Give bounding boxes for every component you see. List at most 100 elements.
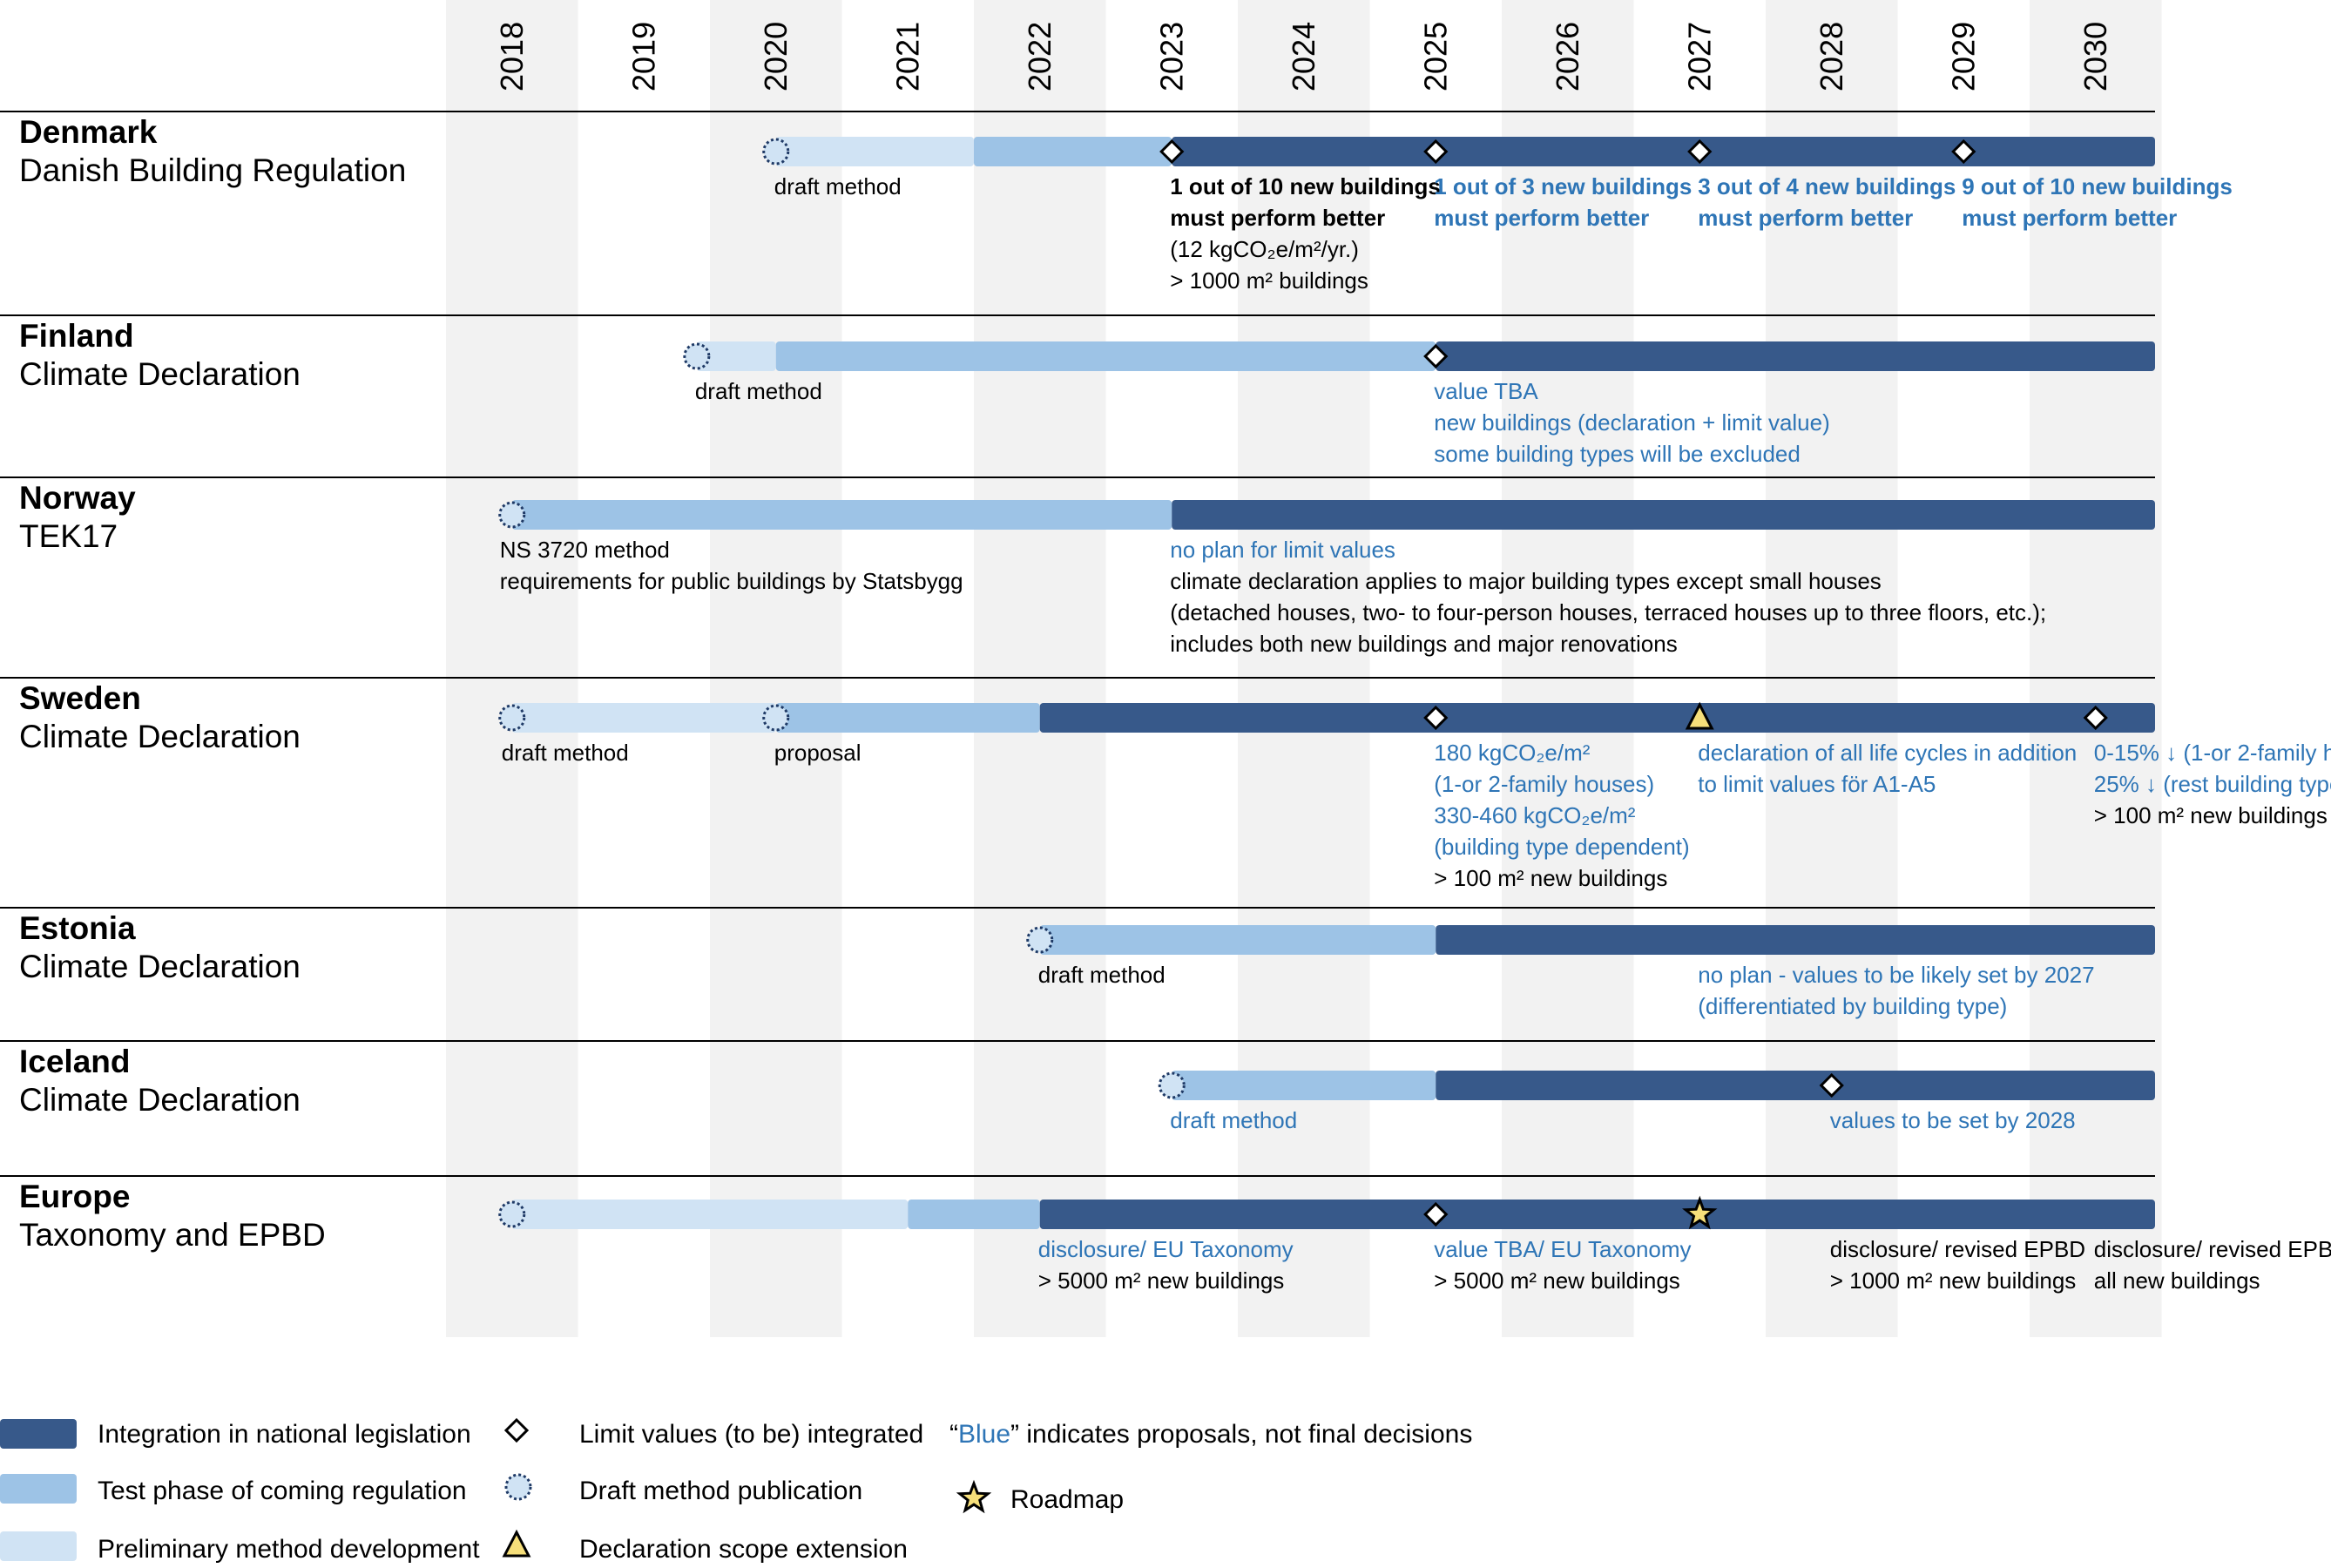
year-label: 2021 bbox=[889, 22, 925, 91]
annotation-line: to limit values för A1-A5 bbox=[1698, 771, 1936, 797]
annotation-line: 180 kgCO₂e/m² bbox=[1434, 740, 1590, 766]
limit-value-diamond-icon bbox=[1951, 139, 1976, 165]
regulation-name: Climate Declaration bbox=[19, 949, 301, 984]
annotation-line: 3 out of 4 new buildings bbox=[1698, 173, 1956, 199]
regulation-name: Climate Declaration bbox=[19, 719, 301, 754]
integration-phase-bar bbox=[1039, 1200, 2155, 1229]
year-label: 2023 bbox=[1153, 22, 1189, 91]
year-label: 2019 bbox=[625, 22, 661, 91]
annotation-line: 1 out of 3 new buildings bbox=[1434, 173, 1692, 199]
draft-method-circle-icon bbox=[498, 501, 526, 529]
country-name: Sweden bbox=[19, 680, 141, 716]
annotation-line: draft method bbox=[502, 740, 629, 766]
country-name: Iceland bbox=[19, 1044, 131, 1079]
annotation-line: value TBA bbox=[1434, 378, 1538, 404]
year-stripe bbox=[1766, 0, 1898, 1337]
annotation-line: 1 out of 10 new buildings bbox=[1170, 173, 1441, 199]
annotation-line: 9 out of 10 new buildings bbox=[1962, 173, 2233, 199]
limit-value-diamond-icon bbox=[503, 1417, 530, 1443]
annotation-line: new buildings (declaration + limit value… bbox=[1434, 409, 1830, 436]
limit-value-diamond-icon bbox=[2083, 705, 2108, 731]
year-label: 2025 bbox=[1417, 22, 1453, 91]
annotation-line: 330-460 kgCO₂e/m² bbox=[1434, 802, 1636, 828]
annotation-line: proposal bbox=[774, 740, 861, 766]
annotation-line: must perform better bbox=[1170, 205, 1385, 231]
limit-value-diamond-icon bbox=[1423, 1201, 1449, 1227]
test-phase-bar bbox=[775, 341, 1436, 371]
legend-blue-open: “ bbox=[949, 1420, 958, 1449]
scope-extension-triangle-icon bbox=[1685, 701, 1714, 730]
test-phase-bar bbox=[974, 137, 1172, 166]
legend-integration-swatch bbox=[0, 1419, 77, 1449]
annotation-line: requirements for public buildings by Sta… bbox=[500, 568, 963, 594]
annotation-line: draft method bbox=[774, 173, 902, 199]
legend-draft-label: Draft method publication bbox=[579, 1477, 862, 1505]
annotation-line: no plan for limit values bbox=[1170, 537, 1395, 563]
year-label: 2020 bbox=[758, 22, 794, 91]
annotation-line: includes both new buildings and major re… bbox=[1170, 631, 1677, 657]
limit-value-diamond-icon bbox=[1819, 1072, 1844, 1098]
annotation-line: > 1000 m² buildings bbox=[1170, 267, 1368, 294]
legend-test-swatch bbox=[0, 1474, 77, 1504]
legend-integration-label: Integration in national legislation bbox=[98, 1420, 471, 1449]
draft-method-circle-icon bbox=[1158, 1071, 1186, 1099]
limit-value-diamond-icon bbox=[1159, 139, 1185, 165]
country-name: Europe bbox=[19, 1179, 130, 1214]
test-phase-bar bbox=[1172, 1071, 1436, 1100]
integration-phase-bar bbox=[1172, 137, 2155, 166]
country-name: Finland bbox=[19, 318, 134, 354]
annotation-line: all new buildings bbox=[2094, 1267, 2260, 1294]
year-label: 2018 bbox=[494, 22, 530, 91]
annotation-line: values to be set by 2028 bbox=[1830, 1107, 2076, 1133]
draft-method-circle-icon bbox=[762, 138, 790, 166]
year-stripe bbox=[2030, 0, 2162, 1337]
annotation-line: climate declaration applies to major bui… bbox=[1170, 568, 1882, 594]
regulation-name: Climate Declaration bbox=[19, 356, 301, 392]
year-label: 2028 bbox=[1814, 22, 1849, 91]
roadmap-star-icon bbox=[956, 1479, 992, 1514]
legend: Integration in national legislation Test … bbox=[0, 1417, 1472, 1564]
annotation-line: draft method bbox=[695, 378, 822, 404]
test-phase-bar bbox=[1039, 925, 1436, 955]
annotation-line: no plan - values to be likely set by 202… bbox=[1698, 962, 2094, 988]
limit-value-diamond-icon bbox=[1687, 139, 1713, 165]
year-label: 2029 bbox=[1945, 22, 1981, 91]
annotation-line: 25% ↓ (rest building types) bbox=[2094, 771, 2331, 797]
annotation-line: disclosure/ revised EPBD bbox=[1830, 1236, 2085, 1262]
annotation-line: > 5000 m² new buildings bbox=[1434, 1267, 1680, 1294]
draft-method-circle-icon bbox=[498, 704, 526, 732]
annotation-line: (differentiated by building type) bbox=[1698, 993, 2007, 1019]
integration-phase-bar bbox=[1436, 925, 2155, 955]
annotation-line: must perform better bbox=[1434, 205, 1649, 231]
year-stripe bbox=[1238, 0, 1370, 1337]
year-stripe bbox=[1502, 0, 1634, 1337]
integration-phase-bar bbox=[1172, 500, 2155, 530]
integration-phase-bar bbox=[1436, 341, 2155, 371]
annotation-line: draft method bbox=[1038, 962, 1166, 988]
year-label: 2030 bbox=[2078, 22, 2113, 91]
annotation-line: 0-15% ↓ (1-or 2-family houses) bbox=[2094, 740, 2331, 766]
country-name: Denmark bbox=[19, 114, 158, 150]
annotation-line: draft method bbox=[1170, 1107, 1297, 1133]
limit-value-diamond-icon bbox=[1423, 343, 1449, 369]
annotation-line: > 100 m² new buildings bbox=[2094, 802, 2328, 828]
legend-test-label: Test phase of coming regulation bbox=[98, 1477, 467, 1505]
legend-limit-label: Limit values (to be) integrated bbox=[579, 1420, 923, 1449]
preliminary-phase-bar bbox=[511, 703, 776, 733]
year-stripe bbox=[974, 0, 1106, 1337]
test-phase-bar bbox=[775, 703, 1040, 733]
annotation-line: (1-or 2-family houses) bbox=[1434, 771, 1654, 797]
preliminary-phase-bar bbox=[775, 137, 974, 166]
year-label: 2022 bbox=[1022, 22, 1057, 91]
annotation-line: some building types will be excluded bbox=[1434, 441, 1801, 467]
regulation-name: Taxonomy and EPBD bbox=[19, 1217, 326, 1253]
annotation-line: (12 kgCO₂e/m²/yr.) bbox=[1170, 236, 1359, 262]
draft-method-circle-icon bbox=[762, 704, 790, 732]
annotation-line: > 5000 m² new buildings bbox=[1038, 1267, 1285, 1294]
